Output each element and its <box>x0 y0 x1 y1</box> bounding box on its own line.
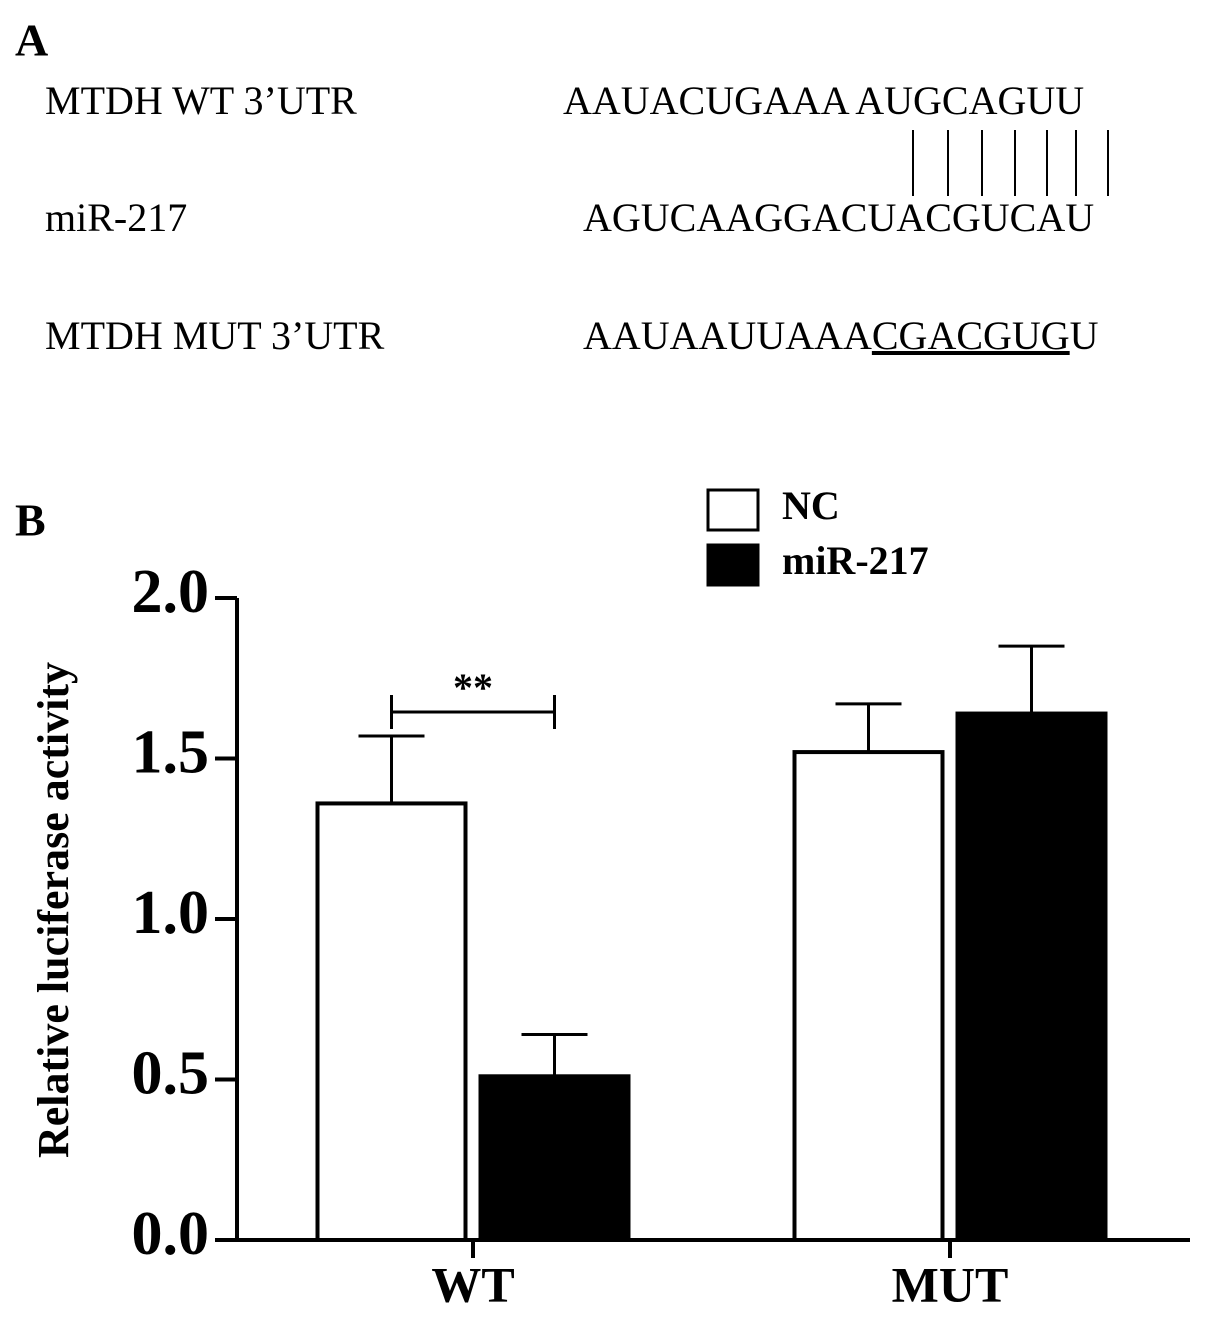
row-name: MTDH WT 3’UTR <box>45 78 357 123</box>
error-bar <box>998 644 1065 714</box>
sequence-part: U <box>1070 313 1099 358</box>
sequence-part: AAUAAUUAAA <box>583 313 872 358</box>
error-bar <box>835 702 902 753</box>
bar <box>315 801 468 1242</box>
y-tick-label: 2.0 <box>132 558 210 626</box>
y-tick-label: 0.0 <box>132 1200 210 1268</box>
significance-label: ** <box>453 665 493 710</box>
sequence: AGUCAAGGACUACGUCAU <box>583 195 1094 240</box>
error-bar <box>521 1033 588 1077</box>
sequence: AAUACUGAAA AUGCAGUU <box>563 78 1084 123</box>
legend-label: miR-217 <box>782 538 929 583</box>
y-tick-label: 0.5 <box>132 1040 210 1108</box>
bar <box>478 1074 631 1243</box>
significance-bracket <box>390 695 556 729</box>
x-tick-label: WT <box>431 1256 514 1312</box>
panel-label: B <box>15 495 46 546</box>
panel-label: A <box>15 15 48 66</box>
y-tick-label: 1.5 <box>132 719 210 787</box>
mutated-part: CGACGUG <box>872 313 1070 358</box>
row-name: MTDH MUT 3’UTR <box>45 313 385 358</box>
legend-swatch <box>706 488 760 532</box>
legend-label: NC <box>782 483 840 528</box>
sequence: AAUAAUUAAACGACGUGU <box>583 313 1099 358</box>
row-name: miR-217 <box>45 195 187 240</box>
bar <box>792 750 945 1243</box>
pairing-lines <box>912 130 1109 196</box>
error-bar <box>358 734 425 804</box>
y-tick-label: 1.0 <box>132 879 210 947</box>
y-axis-title: Relative luciferase activity <box>29 662 78 1158</box>
x-tick-label: MUT <box>892 1256 1009 1312</box>
legend-swatch <box>706 543 760 587</box>
bar <box>955 711 1108 1242</box>
